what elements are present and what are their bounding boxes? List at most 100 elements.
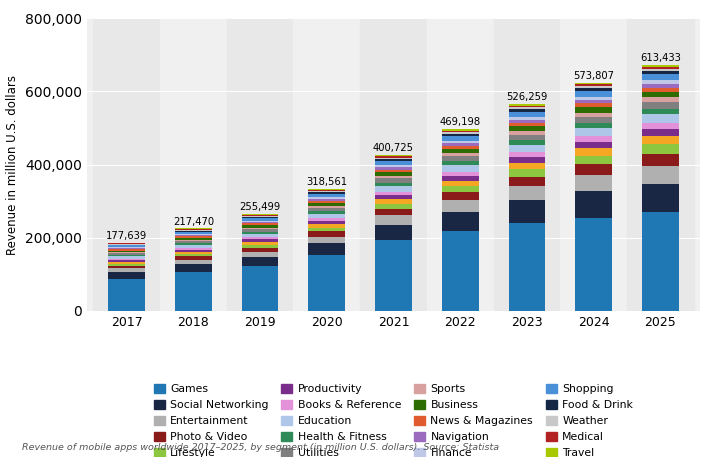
Bar bbox=[108, 262, 145, 264]
Bar bbox=[442, 156, 479, 161]
Bar bbox=[642, 114, 679, 123]
Bar bbox=[242, 242, 279, 244]
Text: 400,725: 400,725 bbox=[373, 143, 414, 153]
Bar bbox=[575, 112, 612, 117]
Bar bbox=[308, 237, 345, 244]
Y-axis label: Revenue in million U.S. dollars: Revenue in million U.S. dollars bbox=[6, 74, 19, 255]
Bar bbox=[442, 192, 479, 200]
Bar bbox=[175, 230, 212, 232]
Bar bbox=[160, 18, 227, 311]
Bar bbox=[575, 123, 612, 128]
Bar bbox=[375, 155, 412, 156]
Bar bbox=[175, 254, 212, 256]
Bar bbox=[508, 135, 545, 140]
Bar bbox=[242, 266, 279, 311]
Bar bbox=[308, 201, 345, 203]
Bar bbox=[175, 234, 212, 235]
Bar bbox=[642, 109, 679, 114]
Bar bbox=[642, 144, 679, 154]
Bar bbox=[308, 244, 345, 255]
Bar bbox=[642, 92, 679, 97]
Bar bbox=[175, 272, 212, 311]
Bar bbox=[642, 165, 679, 184]
Bar bbox=[108, 255, 145, 256]
Bar bbox=[375, 158, 412, 159]
Bar bbox=[442, 143, 479, 146]
Bar bbox=[93, 18, 160, 311]
Bar bbox=[375, 215, 412, 225]
Bar bbox=[375, 209, 412, 215]
Bar bbox=[308, 218, 345, 221]
Bar bbox=[108, 259, 145, 260]
Bar bbox=[308, 211, 345, 214]
Bar bbox=[575, 86, 612, 88]
Bar bbox=[242, 225, 279, 228]
Bar bbox=[108, 244, 145, 245]
Bar bbox=[575, 91, 612, 97]
Bar bbox=[308, 199, 345, 201]
Bar bbox=[375, 176, 412, 178]
Bar bbox=[108, 247, 145, 248]
Bar bbox=[442, 146, 479, 149]
Bar bbox=[442, 131, 479, 132]
Bar bbox=[242, 222, 279, 223]
Bar bbox=[642, 129, 679, 136]
Bar bbox=[375, 195, 412, 199]
Bar bbox=[508, 157, 545, 163]
Bar bbox=[575, 149, 612, 156]
Bar bbox=[508, 104, 545, 106]
Bar bbox=[308, 231, 345, 237]
Bar bbox=[442, 165, 479, 172]
Bar bbox=[494, 18, 560, 311]
Bar bbox=[175, 232, 212, 234]
Bar bbox=[375, 161, 412, 165]
Bar bbox=[375, 172, 412, 176]
Bar bbox=[508, 123, 545, 127]
Bar bbox=[175, 248, 212, 250]
Bar bbox=[575, 100, 612, 103]
Bar bbox=[375, 159, 412, 161]
Bar bbox=[242, 251, 279, 257]
Bar bbox=[375, 199, 412, 204]
Bar bbox=[175, 236, 212, 238]
Bar bbox=[508, 200, 545, 223]
Bar bbox=[642, 74, 679, 80]
Bar bbox=[575, 128, 612, 136]
Bar bbox=[242, 215, 279, 216]
Bar bbox=[575, 142, 612, 149]
Bar bbox=[642, 123, 679, 129]
Bar bbox=[575, 156, 612, 164]
Bar bbox=[175, 228, 212, 229]
Bar bbox=[108, 250, 145, 252]
Bar bbox=[642, 212, 679, 311]
Bar bbox=[242, 216, 279, 217]
Bar bbox=[308, 206, 345, 208]
Bar bbox=[308, 208, 345, 211]
Bar bbox=[508, 152, 545, 157]
Bar bbox=[442, 181, 479, 186]
Bar bbox=[242, 257, 279, 266]
Bar bbox=[575, 175, 612, 191]
Bar bbox=[508, 127, 545, 131]
Bar bbox=[442, 172, 479, 175]
Bar bbox=[175, 264, 212, 272]
Bar bbox=[442, 132, 479, 134]
Bar bbox=[308, 192, 345, 194]
Bar bbox=[227, 18, 293, 311]
Bar bbox=[175, 235, 212, 236]
Bar bbox=[442, 141, 479, 143]
Bar bbox=[375, 165, 412, 167]
Bar bbox=[308, 221, 345, 224]
Bar bbox=[575, 117, 612, 123]
Bar bbox=[642, 67, 679, 69]
Bar bbox=[375, 178, 412, 183]
Bar bbox=[308, 255, 345, 311]
Bar bbox=[175, 256, 212, 260]
Bar bbox=[642, 69, 679, 71]
Bar bbox=[242, 214, 279, 215]
Bar bbox=[575, 107, 612, 112]
Bar bbox=[108, 260, 145, 262]
Text: 255,499: 255,499 bbox=[240, 202, 281, 212]
Bar bbox=[108, 252, 145, 253]
Bar bbox=[442, 153, 479, 156]
